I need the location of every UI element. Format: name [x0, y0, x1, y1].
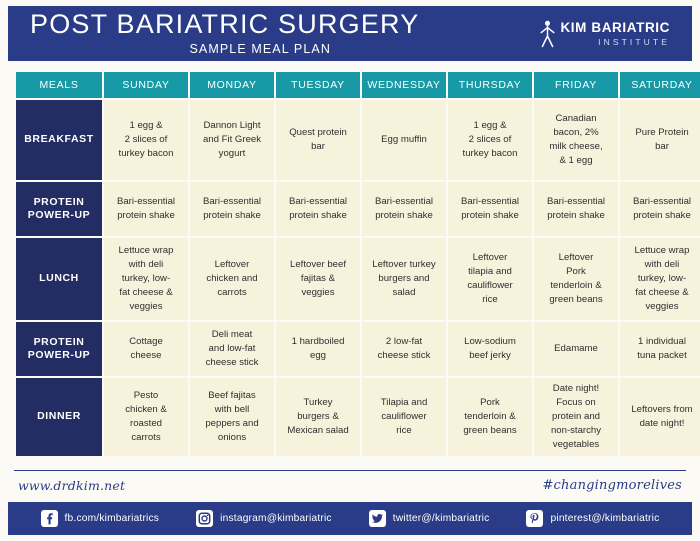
- meal-cell: Canadian bacon, 2% milk cheese, & 1 egg: [534, 100, 618, 180]
- social-link-pinterest[interactable]: pinterest@/kimbariatric: [526, 510, 659, 527]
- page-subtitle: SAMPLE MEAL PLAN: [189, 41, 331, 56]
- social-label: pinterest@/kimbariatric: [550, 513, 660, 524]
- social-link-facebook[interactable]: fb.com/kimbariatrics: [40, 510, 160, 527]
- meal-cell: Quest protein bar: [276, 100, 360, 180]
- twitter-icon: [368, 510, 386, 527]
- table-row: PROTEIN POWER-UP Cottage cheese Deli meat a…: [16, 322, 700, 376]
- column-header-saturday: SATURDAY: [620, 72, 700, 98]
- meal-cell: Beef fajitas with bell peppers and onions: [190, 378, 274, 456]
- poster-header: POST BARIATRIC SURGERY SAMPLE MEAL PLAN …: [8, 6, 692, 61]
- meal-cell: Pork tenderloin & green beans: [448, 378, 532, 456]
- meal-cell: Cottage cheese: [104, 322, 188, 376]
- brand-logo: KIM BARIATRIC INSTITUTE: [540, 20, 692, 48]
- meal-cell: Low-sodium beef jerky: [448, 322, 532, 376]
- brand-tagline: INSTITUTE: [598, 36, 670, 47]
- meal-cell: Leftover chicken and carrots: [190, 238, 274, 320]
- meal-cell: 1 egg & 2 slices of turkey bacon: [104, 100, 188, 180]
- column-header-sunday: SUNDAY: [104, 72, 188, 98]
- meal-cell: Bari-essential protein shake: [104, 182, 188, 236]
- meal-cell: 1 individual tuna packet: [620, 322, 700, 376]
- social-link-instagram[interactable]: instagram@kimbariatric: [196, 510, 332, 527]
- row-header-protein-power-up-1: PROTEIN POWER-UP: [16, 182, 102, 236]
- meal-cell: Bari-essential protein shake: [448, 182, 532, 236]
- table-row: PROTEIN POWER-UP Bari-essential protein sh…: [16, 182, 700, 236]
- meal-cell: Edamame: [534, 322, 618, 376]
- meal-cell: Leftover beef fajitas & veggies: [276, 238, 360, 320]
- social-link-twitter[interactable]: twitter@/kimbariatric: [368, 510, 490, 527]
- meal-cell: Bari-essential protein shake: [534, 182, 618, 236]
- social-label: fb.com/kimbariatrics: [64, 513, 160, 524]
- meal-cell: Lettuce wrap with deli turkey, low-fat che…: [620, 238, 700, 320]
- meal-cell: 1 hardboiled egg: [276, 322, 360, 376]
- social-label: twitter@/kimbariatric: [392, 513, 490, 524]
- pinterest-icon: [526, 510, 544, 527]
- person-figure-icon: [540, 20, 556, 47]
- hashtag-text: #changingmorelives: [542, 478, 682, 493]
- page-title: POST BARIATRIC SURGERY: [30, 9, 420, 40]
- meal-cell: Leftovers from date night!: [620, 378, 700, 456]
- mid-footer: www.drdkim.net #changingmorelives: [14, 470, 686, 500]
- meal-cell: Bari-essential protein shake: [190, 182, 274, 236]
- meal-cell: Pesto chicken & roasted carrots: [104, 378, 188, 456]
- meal-cell: Bari-essential protein shake: [276, 182, 360, 236]
- meal-cell: Turkey burgers & Mexican salad: [276, 378, 360, 456]
- column-header-monday: MONDAY: [190, 72, 274, 98]
- column-header-wednesday: WEDNESDAY: [362, 72, 446, 98]
- row-header-lunch: LUNCH: [16, 238, 102, 320]
- row-header-breakfast: BREAKFAST: [16, 100, 102, 180]
- meal-cell: Egg muffin: [362, 100, 446, 180]
- meal-cell: Tilapia and cauliflower rice: [362, 378, 446, 456]
- column-header-tuesday: TUESDAY: [276, 72, 360, 98]
- header-title-group: POST BARIATRIC SURGERY SAMPLE MEAL PLAN: [8, 11, 540, 56]
- meal-cell: Lettuce wrap with deli turkey, low-fat che…: [104, 238, 188, 320]
- meal-plan-table: MEALS SUNDAY MONDAY TUESDAY WEDNESDAY TH…: [14, 70, 700, 458]
- brand-logo-text: KIM BARIATRIC INSTITUTE: [560, 21, 670, 46]
- social-label: instagram@kimbariatric: [220, 513, 332, 524]
- social-footer-bar: fb.com/kimbariatrics instagram@kimbariat…: [8, 502, 692, 535]
- meal-cell: Leftover tilapia and cauliflower rice: [448, 238, 532, 320]
- facebook-icon: [40, 510, 58, 527]
- column-header-meals: MEALS: [16, 72, 102, 98]
- column-header-friday: FRIDAY: [534, 72, 618, 98]
- meal-cell: Dannon Light and Fit Greek yogurt: [190, 100, 274, 180]
- meal-cell: Leftover Pork tenderloin & green beans: [534, 238, 618, 320]
- row-header-protein-power-up-2: PROTEIN POWER-UP: [16, 322, 102, 376]
- meal-cell: 2 low-fat cheese stick: [362, 322, 446, 376]
- meal-cell: Bari-essential protein shake: [620, 182, 700, 236]
- meal-cell: Deli meat and low-fat cheese stick: [190, 322, 274, 376]
- meal-cell: 1 egg & 2 slices of turkey bacon: [448, 100, 532, 180]
- row-header-dinner: DINNER: [16, 378, 102, 456]
- table-header-row: MEALS SUNDAY MONDAY TUESDAY WEDNESDAY TH…: [16, 72, 700, 98]
- website-link[interactable]: www.drdkim.net: [18, 478, 126, 493]
- table-row: DINNER Pesto chicken & roasted carrots Beef…: [16, 378, 700, 456]
- table-row: LUNCH Lettuce wrap with deli turkey, low-f…: [16, 238, 700, 320]
- column-header-thursday: THURSDAY: [448, 72, 532, 98]
- table-row: BREAKFAST 1 egg & 2 slices of turkey bacon…: [16, 100, 700, 180]
- meal-cell: Bari-essential protein shake: [362, 182, 446, 236]
- meal-cell: Date night! Focus on protein and non-starch…: [534, 378, 618, 456]
- instagram-icon: [196, 510, 214, 527]
- meal-cell: Leftover turkey burgers and salad: [362, 238, 446, 320]
- meal-cell: Pure Protein bar: [620, 100, 700, 180]
- brand-name: KIM BARIATRIC: [560, 20, 670, 35]
